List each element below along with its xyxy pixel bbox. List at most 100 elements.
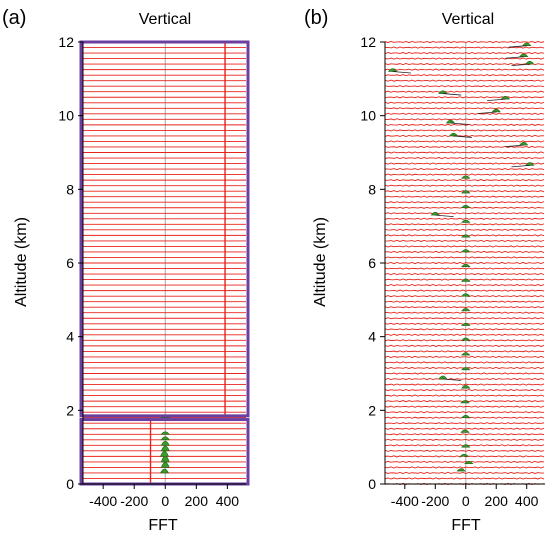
y-tick-label: 8 <box>66 181 74 197</box>
spectral-peak <box>461 367 471 371</box>
trace-line <box>384 134 545 138</box>
y-tick-label: 10 <box>360 108 376 124</box>
trace-line <box>384 449 545 452</box>
spectral-peak <box>160 436 170 441</box>
trace-line <box>384 477 545 480</box>
trace-line <box>384 151 545 154</box>
x-tick-label: 400 <box>216 493 240 509</box>
spectral-peak <box>525 162 535 166</box>
y-tick-label: 4 <box>368 329 376 345</box>
trace-line <box>384 328 545 331</box>
trace-line <box>384 212 545 215</box>
trace-line <box>384 51 545 55</box>
peak-tail <box>453 135 472 138</box>
spectral-peak <box>160 440 170 446</box>
panel-b-xlabel: FFT <box>451 517 481 534</box>
trace-line <box>384 118 545 121</box>
spectral-peak <box>461 444 471 448</box>
spectral-peak <box>461 293 471 297</box>
panel-a-traces <box>83 41 246 485</box>
panel-b-axes: 0 2 4 6 8 10 12 -400 -200 0 200 400 <box>360 34 545 509</box>
trace-line <box>384 289 545 292</box>
trace-line <box>384 107 545 110</box>
spectral-peak <box>160 445 170 452</box>
trace-line <box>384 112 545 115</box>
spectral-peak <box>461 205 471 209</box>
trace-line <box>384 90 545 93</box>
panel-a-xlabel: FFT <box>148 517 178 534</box>
spectral-peak <box>430 212 440 216</box>
panel-a-title: Vertical <box>139 11 191 28</box>
trace-line <box>384 471 545 475</box>
trace-line <box>384 344 545 347</box>
x-tick-label: -400 <box>391 493 419 509</box>
spectral-peak <box>445 119 456 124</box>
trace-line <box>384 438 545 441</box>
peak-tail <box>392 71 411 74</box>
spectral-peak <box>464 460 474 465</box>
y-tick-label: 2 <box>66 402 74 418</box>
spectral-peak <box>461 234 471 238</box>
spectral-peak <box>461 190 471 194</box>
spectral-peak <box>461 175 471 179</box>
y-tick-label: 12 <box>360 34 376 50</box>
y-tick-label: 4 <box>66 329 74 345</box>
trace-line <box>384 57 545 60</box>
x-tick-label: -400 <box>89 493 117 509</box>
spectral-peak <box>461 352 471 356</box>
trace-line <box>384 239 545 242</box>
trace-line <box>384 173 545 176</box>
y-tick-label: 0 <box>66 476 74 492</box>
peak-tail <box>435 214 454 218</box>
spectral-peak <box>461 322 471 326</box>
spectral-peak <box>461 385 471 389</box>
trace-line <box>384 306 545 309</box>
peak-tail <box>477 111 497 114</box>
spectral-peak <box>519 53 529 58</box>
trace-line <box>384 383 545 386</box>
spectral-peak <box>461 337 471 341</box>
trace-line <box>384 427 545 430</box>
trace-line <box>384 466 545 469</box>
y-tick-label: 2 <box>368 402 376 418</box>
trace-line <box>384 245 545 248</box>
trace-line <box>384 422 545 425</box>
spectral-peak <box>160 468 169 474</box>
trace-line <box>384 140 545 143</box>
spectral-peak <box>525 61 535 65</box>
peak-tail <box>442 93 462 96</box>
spectral-peak <box>460 429 470 433</box>
x-tick-label: -200 <box>421 493 449 509</box>
panel-a-axes: 0 2 4 6 8 10 12 -400 -200 0 200 400 <box>58 34 246 509</box>
peak-tail <box>508 45 527 48</box>
x-tick-label: 200 <box>185 493 209 509</box>
spectral-peak <box>461 249 471 253</box>
trace-line <box>384 68 545 71</box>
y-tick-label: 6 <box>368 255 376 271</box>
spectral-peak <box>160 461 170 468</box>
trace-line <box>384 317 545 320</box>
trace-line <box>384 101 545 104</box>
trace-line <box>384 300 545 303</box>
x-tick-label: 0 <box>161 493 169 509</box>
trace-line <box>384 74 545 77</box>
spectral-peak <box>500 95 510 100</box>
y-tick-label: 6 <box>66 255 74 271</box>
panel-a: (a) Vertical Altitude (km) FFT 0 2 4 6 8 10 12… <box>2 7 250 534</box>
x-tick-label: 0 <box>462 493 470 509</box>
spectral-peak <box>519 142 529 146</box>
spectral-peak <box>461 308 471 312</box>
trace-line <box>384 267 545 270</box>
panel-b-traces <box>384 40 545 486</box>
trace-line <box>384 394 545 397</box>
trace-line <box>384 223 545 226</box>
trace-line <box>384 96 545 99</box>
trace-line <box>384 272 545 276</box>
peak-tail <box>487 98 506 101</box>
trace-line <box>384 40 545 44</box>
trace-line <box>384 145 545 149</box>
spectral-peak <box>491 108 501 113</box>
panel-b-label: (b) <box>304 7 328 29</box>
